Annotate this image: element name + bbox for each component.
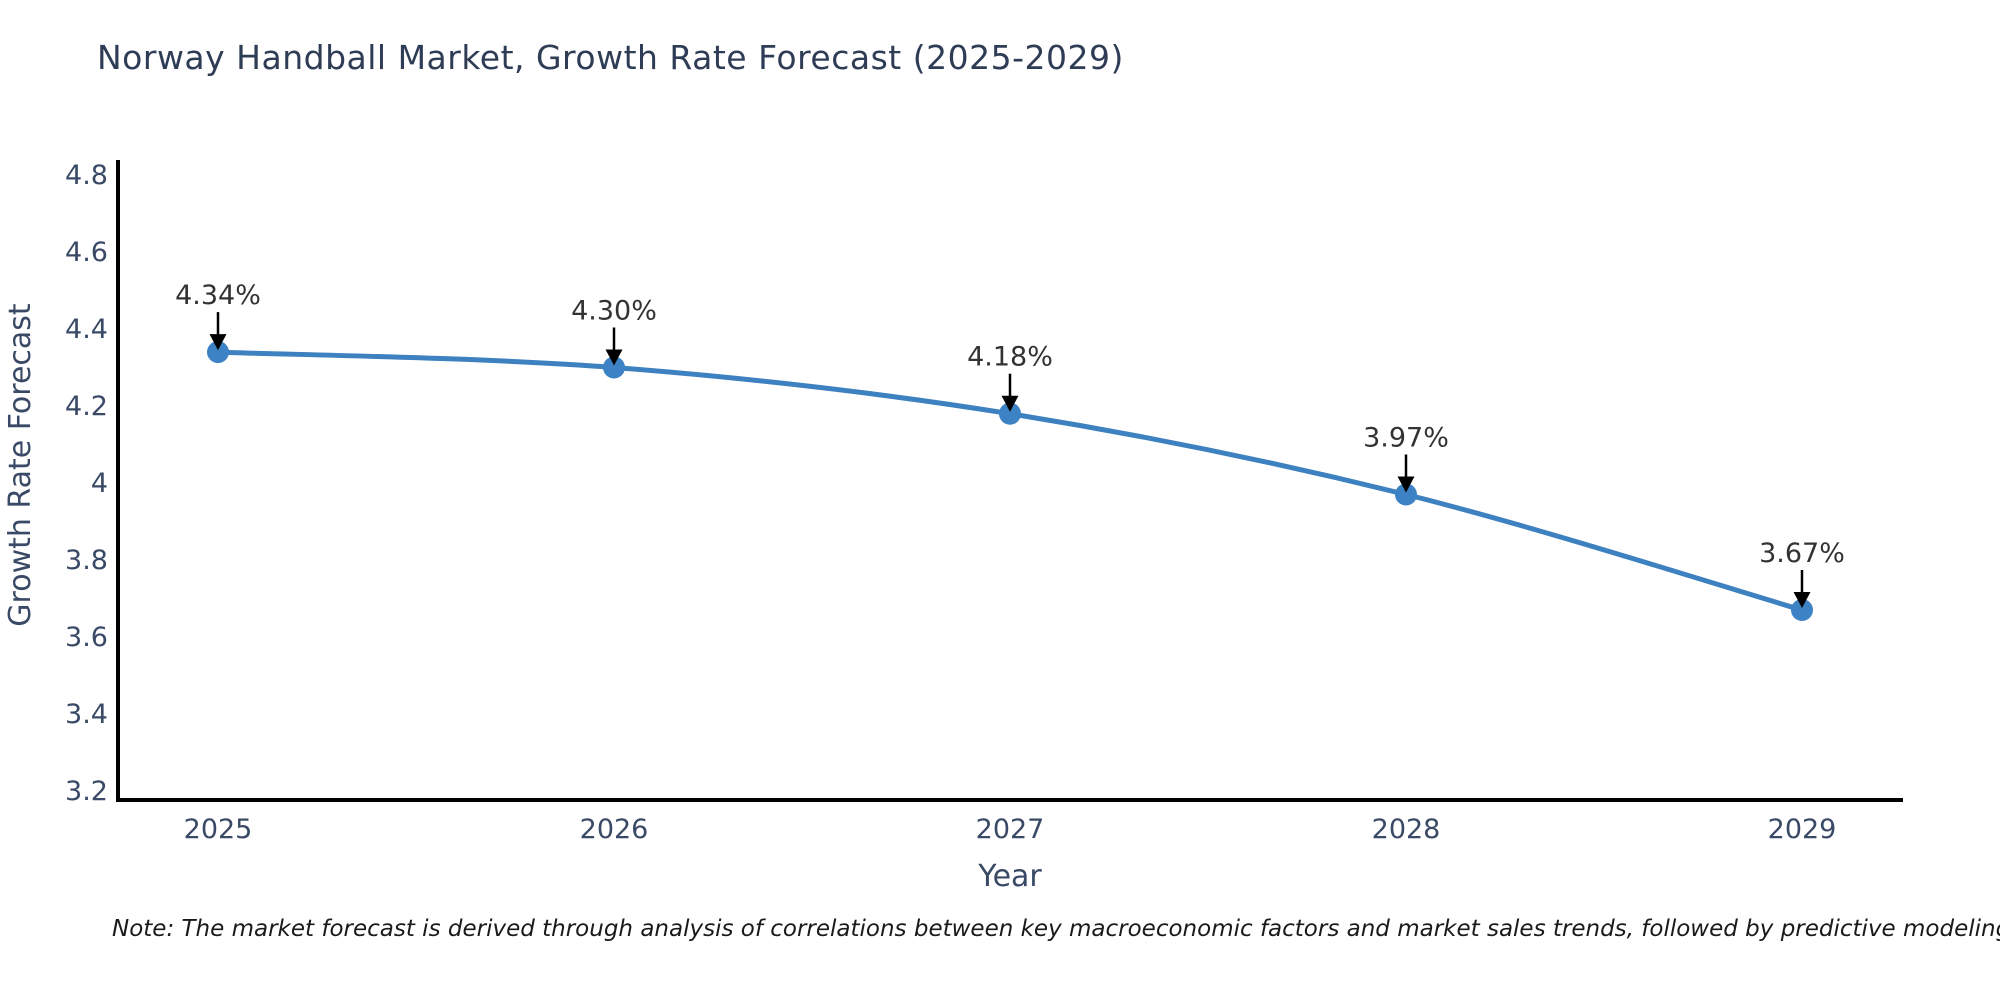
x-tick-label: 2029: [1768, 814, 1837, 845]
annotation-arrowhead-icon: [605, 349, 623, 366]
annotation-arrowhead-icon: [1397, 476, 1415, 493]
x-axis-title: Year: [977, 859, 1042, 894]
y-tick-label: 3.4: [65, 699, 108, 730]
y-tick-label: 4: [91, 468, 108, 499]
data-point-label: 3.97%: [1363, 423, 1449, 454]
y-tick-label: 4.8: [65, 160, 108, 191]
y-tick-label: 3.2: [65, 776, 108, 807]
y-tick-label: 4.4: [65, 314, 108, 345]
y-tick-label: 3.6: [65, 622, 108, 653]
y-axis-title: Growth Rate Forecast: [3, 303, 38, 627]
chart-title: Norway Handball Market, Growth Rate Fore…: [97, 38, 1124, 77]
annotation-arrowhead-icon: [1001, 395, 1019, 412]
x-tick-label: 2027: [976, 814, 1045, 845]
y-tick-label: 3.8: [65, 545, 108, 576]
data-point-marker: [603, 356, 625, 379]
x-tick-label: 2026: [580, 814, 649, 845]
x-tick-label: 2025: [184, 814, 253, 845]
y-tick-label: 4.6: [65, 237, 108, 268]
x-tick-label: 2028: [1372, 814, 1441, 845]
data-point-label: 4.18%: [967, 342, 1053, 373]
annotation-arrowhead-icon: [209, 334, 227, 351]
data-point-marker: [1395, 483, 1417, 506]
data-point-label: 4.30%: [571, 296, 657, 327]
data-point-label: 3.67%: [1759, 538, 1845, 569]
data-point-marker: [999, 402, 1021, 425]
data-point-label: 4.34%: [175, 280, 261, 311]
y-tick-label: 4.2: [65, 391, 108, 422]
data-point-marker: [207, 341, 229, 364]
data-point-marker: [1791, 599, 1813, 621]
annotation-arrowhead-icon: [1793, 592, 1811, 608]
footnote: Note: The market forecast is derived thr…: [112, 916, 2000, 942]
